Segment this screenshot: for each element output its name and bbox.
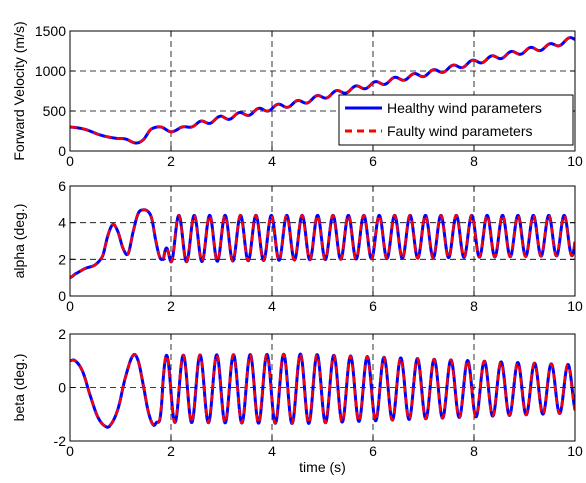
alpha-xtick-label: 0 [66,298,74,314]
velocity-ytick-label: 0 [58,143,66,159]
velocity-subplot: 0 2 4 6 8 10 0 500 1000 1500 Forward Velocity (m/s… [11,21,583,169]
velocity-series-healthy [70,36,575,145]
beta-xtick-label: 4 [268,443,276,459]
alpha-ytick-label: 4 [58,215,66,231]
alpha-xtick-label: 6 [369,298,377,314]
beta-series-faulty [70,352,575,429]
velocity-axes-frame [69,30,576,152]
beta-xtick-label: 10 [567,443,583,459]
beta-xtick-label: 8 [470,443,478,459]
velocity-xtick-label: 2 [167,153,175,169]
alpha-ytick-label: 0 [58,288,66,304]
legend-label-faulty: Faulty wind parameters [387,123,533,139]
velocity-ytick-label: 1500 [35,23,66,39]
legend-box [338,94,574,146]
alpha-xtick-label: 10 [567,298,583,314]
velocity-xtick-label: 6 [369,153,377,169]
beta-xtick-label: 2 [167,443,175,459]
velocity-ytick-label: 1000 [35,63,66,79]
alpha-ylabel: alpha (deg.) [11,204,27,279]
alpha-ytick-label: 6 [58,178,66,194]
alpha-axes-frame [69,185,576,297]
beta-ytick-label: 0 [58,380,66,396]
alpha-subplot: 0 2 4 6 8 10 0 2 4 6 alpha (deg.) [11,178,583,314]
beta-ytick-label: 2 [58,326,66,342]
beta-xtick-label: 0 [66,443,74,459]
velocity-xtick-label: 8 [470,153,478,169]
velocity-ytick-label: 500 [43,103,67,119]
velocity-xtick-label: 4 [268,153,276,169]
alpha-xtick-label: 8 [470,298,478,314]
beta-ylabel: beta (deg.) [11,354,27,422]
legend: Healthy wind parameters Faulty wind para… [338,94,574,146]
alpha-ytick-label: 2 [58,251,66,267]
alpha-xtick-label: 4 [268,298,276,314]
legend-label-healthy: Healthy wind parameters [387,100,542,116]
beta-ytick-label: -2 [54,433,67,449]
beta-xtick-label: 6 [369,443,377,459]
alpha-series-faulty [70,208,575,279]
velocity-ylabel: Forward Velocity (m/s) [11,21,27,160]
velocity-xtick-label: 10 [567,153,583,169]
alpha-xtick-label: 2 [167,298,175,314]
velocity-xtick-label: 0 [66,153,74,169]
beta-xlabel: time (s) [299,459,346,475]
